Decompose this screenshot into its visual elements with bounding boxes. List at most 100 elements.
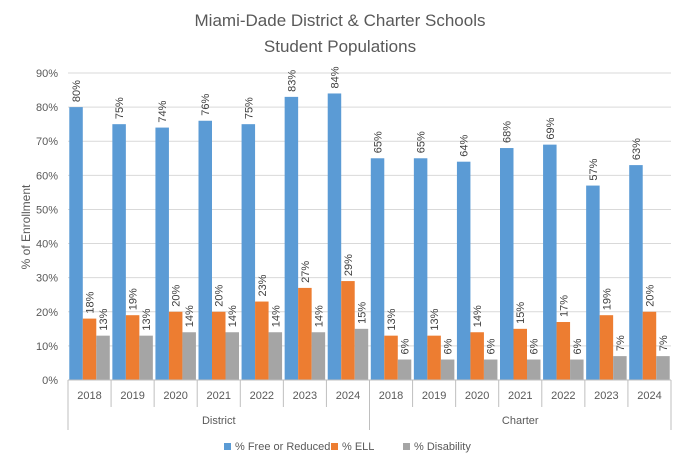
bar bbox=[629, 165, 643, 380]
data-label: 13% bbox=[141, 308, 153, 330]
data-label: 80% bbox=[71, 80, 83, 102]
x-tick-label: 2023 bbox=[293, 390, 317, 402]
data-label: 13% bbox=[429, 308, 441, 330]
y-tick-label: 90% bbox=[36, 68, 58, 80]
bar bbox=[556, 322, 571, 380]
legend: % Free or Reduced % ELL % Disability bbox=[224, 441, 471, 453]
bar bbox=[527, 359, 541, 380]
x-tick-label: 2024 bbox=[336, 390, 360, 402]
chart-subtitle: Student Populations bbox=[264, 37, 416, 56]
data-label: 18% bbox=[85, 291, 97, 313]
data-label: 19% bbox=[128, 288, 140, 310]
x-tick-label: 2019 bbox=[120, 390, 144, 402]
x-tick-label: 2022 bbox=[551, 390, 575, 402]
y-tick-label: 0% bbox=[42, 375, 58, 387]
y-axis-title: % of Enrollment bbox=[19, 184, 33, 269]
bar bbox=[241, 124, 256, 381]
bar bbox=[168, 311, 183, 380]
bar bbox=[298, 287, 312, 380]
x-tick-label: 2023 bbox=[594, 390, 618, 402]
data-labels: 80% 75% 74% 76% 75% 83% 84% 65% 65% 64% 68% 69% 57% 6… bbox=[71, 66, 670, 354]
data-label: 14% bbox=[184, 305, 196, 327]
bar bbox=[268, 332, 283, 380]
data-label: 57% bbox=[588, 158, 600, 180]
bars bbox=[69, 93, 670, 381]
x-axis: 2018 2019 2020 2021 2022 2023 2024 2018 2019 2020… bbox=[67, 379, 672, 430]
data-label: 83% bbox=[286, 70, 298, 92]
bar bbox=[397, 359, 412, 380]
data-label: 14% bbox=[472, 305, 484, 327]
legend-label: % ELL bbox=[342, 441, 374, 453]
y-tick-label: 80% bbox=[36, 102, 58, 114]
y-tick-label: 20% bbox=[36, 307, 58, 319]
bar bbox=[413, 158, 428, 380]
data-label: 13% bbox=[386, 308, 398, 330]
y-tick-label: 50% bbox=[36, 204, 58, 216]
data-label: 20% bbox=[171, 285, 183, 307]
bar bbox=[69, 107, 83, 380]
data-label: 6% bbox=[400, 338, 412, 354]
data-label: 76% bbox=[200, 94, 212, 116]
bar bbox=[125, 315, 140, 380]
x-tick-label: 2022 bbox=[250, 390, 274, 402]
bar bbox=[483, 359, 498, 380]
data-label: 75% bbox=[243, 97, 255, 119]
data-label: 68% bbox=[502, 121, 514, 143]
x-group-label: District bbox=[202, 415, 236, 427]
bar bbox=[570, 359, 584, 380]
y-axis-ticks: 0% 10% 20% 30% 40% 50% 60% 70% 80% 90% bbox=[36, 68, 58, 387]
legend-swatch bbox=[331, 443, 338, 450]
legend-swatch bbox=[403, 443, 410, 450]
data-label: 7% bbox=[615, 335, 627, 351]
data-label: 6% bbox=[486, 338, 498, 354]
bar bbox=[82, 318, 97, 380]
data-label: 27% bbox=[300, 261, 312, 283]
data-label: 7% bbox=[658, 335, 670, 351]
y-tick-label: 60% bbox=[36, 170, 58, 182]
bar bbox=[543, 144, 557, 380]
data-label: 6% bbox=[572, 338, 584, 354]
data-label: 13% bbox=[98, 308, 110, 330]
data-label: 6% bbox=[443, 338, 455, 354]
x-tick-label: 2019 bbox=[422, 390, 446, 402]
data-label: 29% bbox=[343, 254, 355, 276]
legend-label: % Disability bbox=[414, 441, 471, 453]
data-label: 14% bbox=[227, 305, 239, 327]
bar bbox=[255, 301, 269, 380]
bar bbox=[513, 328, 527, 380]
x-tick-label: 2021 bbox=[508, 390, 532, 402]
bar bbox=[354, 328, 369, 380]
data-label: 14% bbox=[313, 305, 325, 327]
legend-swatch bbox=[224, 443, 231, 450]
bar bbox=[456, 161, 471, 380]
x-tick-label: 2024 bbox=[637, 390, 661, 402]
chart-title: Miami-Dade District & Charter Schools bbox=[195, 11, 486, 30]
bar bbox=[642, 311, 657, 380]
x-tick-label: 2018 bbox=[379, 390, 403, 402]
bar bbox=[311, 332, 326, 380]
bar bbox=[198, 120, 212, 380]
data-label: 15% bbox=[356, 302, 368, 324]
x-tick-label: 2020 bbox=[163, 390, 187, 402]
y-tick-label: 10% bbox=[36, 341, 58, 353]
bar bbox=[284, 96, 299, 380]
data-label: 15% bbox=[515, 302, 527, 324]
data-label: 23% bbox=[257, 274, 269, 296]
legend-label: % Free or Reduced bbox=[235, 441, 330, 453]
bar bbox=[586, 185, 600, 380]
bar bbox=[139, 335, 153, 380]
y-tick-label: 40% bbox=[36, 239, 58, 251]
data-label: 17% bbox=[558, 295, 570, 317]
bar bbox=[427, 335, 441, 380]
bar bbox=[656, 356, 670, 380]
bar bbox=[613, 356, 627, 380]
bar bbox=[384, 335, 398, 380]
bar bbox=[599, 315, 614, 380]
x-group-label: Charter bbox=[502, 415, 539, 427]
data-label: 14% bbox=[270, 305, 282, 327]
data-label: 64% bbox=[459, 134, 471, 156]
data-label: 20% bbox=[214, 285, 226, 307]
data-label: 84% bbox=[329, 66, 341, 88]
data-label: 63% bbox=[631, 138, 643, 160]
